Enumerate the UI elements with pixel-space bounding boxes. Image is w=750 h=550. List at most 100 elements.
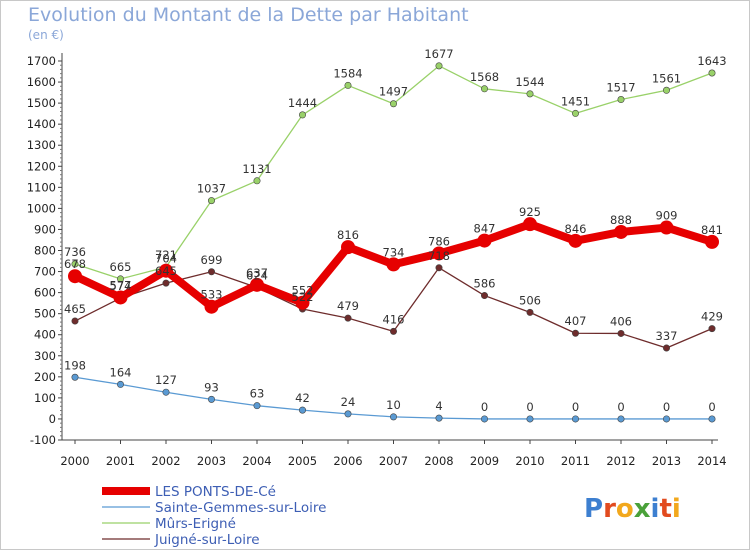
y-tick-label: 1700 <box>27 54 56 68</box>
data-point <box>662 344 670 352</box>
data-point <box>253 402 261 410</box>
y-tick-label: 1400 <box>27 117 56 131</box>
data-label: 637 <box>246 266 268 280</box>
data-point <box>617 96 625 104</box>
data-point <box>477 233 492 248</box>
data-label: 533 <box>201 288 223 302</box>
data-label: 816 <box>337 228 359 242</box>
data-point <box>386 257 401 272</box>
data-label: 479 <box>337 299 359 313</box>
data-label: 465 <box>64 302 86 316</box>
data-point <box>480 415 488 423</box>
data-label: 736 <box>64 245 86 259</box>
data-point <box>68 269 82 284</box>
data-point <box>113 290 128 305</box>
legend-label: Juigné-sur-Loire <box>154 532 260 548</box>
data-point <box>659 220 674 235</box>
data-label: 888 <box>610 213 632 227</box>
data-point <box>480 292 488 300</box>
data-point <box>341 240 355 255</box>
data-point <box>435 264 443 272</box>
data-point <box>526 308 534 316</box>
data-label: 127 <box>155 373 177 387</box>
data-point <box>71 317 79 325</box>
data-point <box>526 415 534 423</box>
data-label: 925 <box>519 205 541 219</box>
data-label: 1568 <box>470 70 499 84</box>
y-tick-label: 1300 <box>27 138 56 152</box>
data-label: 0 <box>663 400 670 414</box>
data-labels: 198 164 127 93 63 42 24 10 4 0 0 0 0 0 0 736 665 721 1037 1… <box>64 47 727 414</box>
data-label: 721 <box>155 248 177 262</box>
data-label: 0 <box>708 400 715 414</box>
data-label: 407 <box>565 314 587 328</box>
logo-letter: i <box>651 494 660 524</box>
data-point <box>526 90 534 98</box>
y-tick-label: 1500 <box>27 96 56 110</box>
data-label: 416 <box>383 312 405 326</box>
data-label: 586 <box>474 277 496 291</box>
data-label: 42 <box>295 391 310 405</box>
data-point <box>208 395 216 403</box>
y-tick-label: -100 <box>30 433 56 447</box>
data-point <box>432 246 446 261</box>
chart-title: Evolution du Montant de la Dette par Hab… <box>28 4 469 26</box>
y-tick-label: 500 <box>34 307 56 321</box>
y-tick-label: 100 <box>34 391 56 405</box>
data-point <box>159 263 173 278</box>
data-label: 0 <box>617 400 624 414</box>
data-point <box>389 413 397 421</box>
y-tick-label: 1600 <box>27 75 56 89</box>
y-tick-label: 200 <box>34 370 56 384</box>
data-point <box>614 224 628 239</box>
data-label: 406 <box>610 314 632 328</box>
data-point <box>708 415 716 423</box>
data-label: 704 <box>155 252 177 266</box>
logo-letter: t <box>659 494 671 524</box>
data-label: 522 <box>292 290 314 304</box>
y-tick-label: 1000 <box>27 201 56 215</box>
data-label: 846 <box>565 222 587 236</box>
y-tick-label: 1100 <box>27 180 56 194</box>
x-tick-label: 2010 <box>515 454 544 468</box>
series-les-ponts-de-c- <box>68 217 719 314</box>
x-tick-label: 2008 <box>424 454 453 468</box>
data-label: 847 <box>474 222 496 236</box>
data-label: 1517 <box>606 81 635 95</box>
data-point <box>389 327 397 335</box>
data-label: 198 <box>64 358 86 372</box>
data-point <box>523 217 537 232</box>
y-tick-label: 600 <box>34 286 56 300</box>
data-point <box>344 314 352 322</box>
data-point <box>344 81 352 89</box>
data-label: 4 <box>435 399 442 413</box>
data-label: 0 <box>526 400 533 414</box>
x-tick-label: 2005 <box>288 454 317 468</box>
x-tick-label: 2000 <box>60 454 89 468</box>
data-point <box>298 111 306 119</box>
logo-text: Proxiti <box>584 494 681 524</box>
proxiti-logo: Proxiti <box>584 494 681 524</box>
data-point <box>253 177 261 185</box>
data-label: 0 <box>481 400 488 414</box>
y-tick-label: 300 <box>34 349 56 363</box>
data-label: 909 <box>656 209 678 223</box>
x-tick-label: 2004 <box>242 454 271 468</box>
series-sainte-gemmes-sur-loire <box>71 373 716 423</box>
logo-letter: o <box>616 494 634 524</box>
x-tick-label: 2013 <box>652 454 681 468</box>
data-point <box>389 100 397 108</box>
x-tick-label: 2011 <box>561 454 590 468</box>
data-point <box>568 233 583 248</box>
axes: -100010020030040050060070080090010001100… <box>27 53 727 468</box>
data-point <box>344 410 352 418</box>
data-label: 1544 <box>515 75 544 89</box>
x-tick-label: 2012 <box>606 454 635 468</box>
y-tick-label: 0 <box>49 412 56 426</box>
data-point <box>662 86 670 94</box>
data-point <box>204 299 219 314</box>
data-label: 1444 <box>288 96 317 110</box>
data-label: 10 <box>386 398 401 412</box>
data-point <box>617 415 625 423</box>
data-label: 1131 <box>242 162 271 176</box>
